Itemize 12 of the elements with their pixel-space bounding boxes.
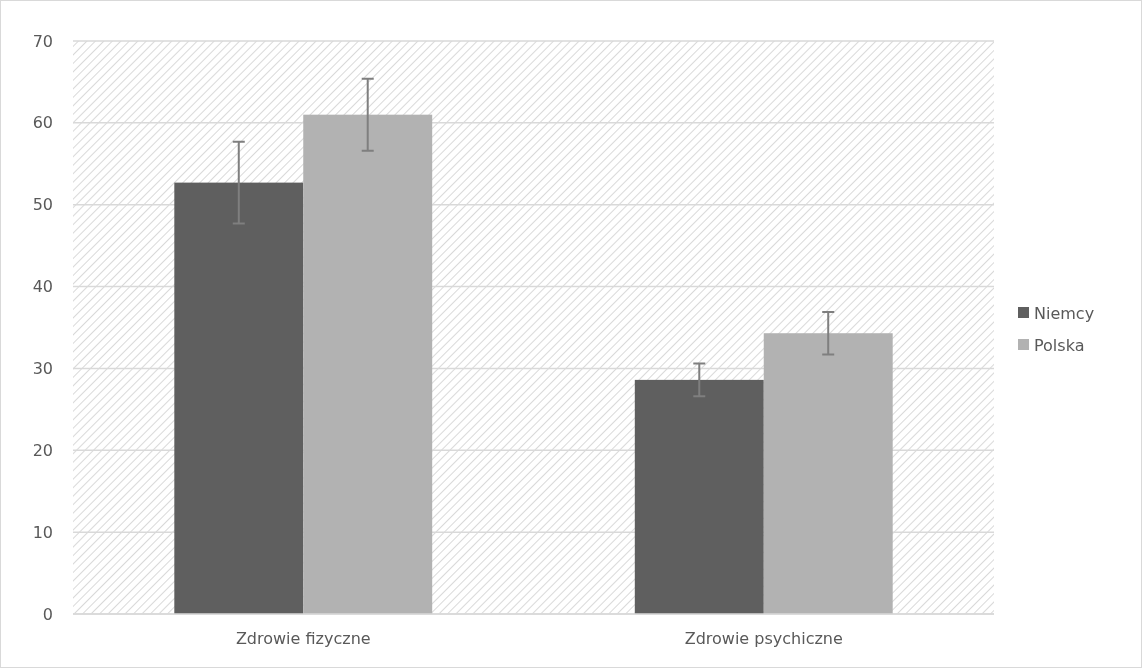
- x-tick-label: Zdrowie fizyczne: [235, 629, 371, 648]
- y-tick-label: 20: [32, 440, 53, 460]
- x-tick-label: Zdrowie psychiczne: [684, 629, 843, 648]
- y-tick-label: 70: [32, 31, 53, 51]
- y-tick-label: 40: [32, 277, 53, 297]
- y-tick-label: 30: [32, 359, 53, 379]
- legend-label: Polska: [1034, 335, 1085, 355]
- y-tick-label: 0: [42, 604, 53, 624]
- legend-label: Niemcy: [1034, 303, 1095, 323]
- y-tick-label: 10: [32, 522, 53, 542]
- y-tick-label: 60: [32, 113, 53, 133]
- y-tick-label: 50: [32, 195, 53, 215]
